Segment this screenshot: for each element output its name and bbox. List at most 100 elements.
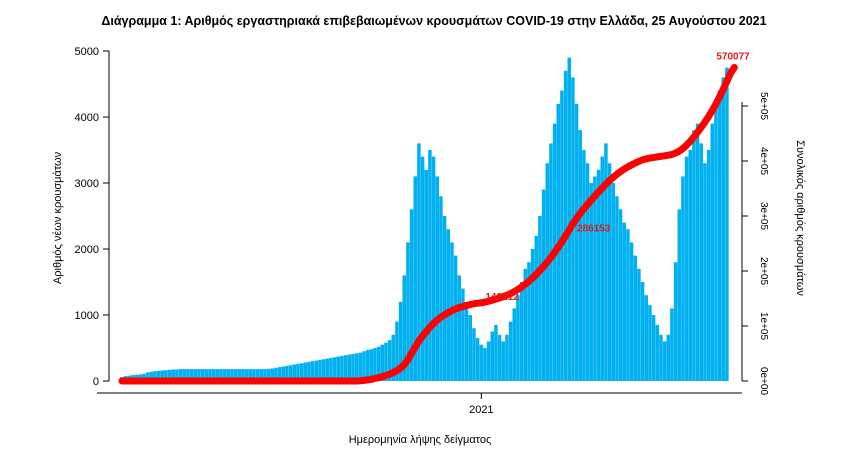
- bar: [633, 255, 637, 381]
- bar: [303, 362, 307, 381]
- bar: [541, 189, 546, 381]
- bar: [373, 348, 377, 381]
- chart-title: Διάγραμμα 1: Αριθμός εργαστηριακά επιβεβ…: [101, 14, 767, 28]
- bar: [259, 369, 263, 381]
- bar: [435, 176, 439, 381]
- bar: [142, 373, 146, 381]
- bar: [167, 369, 172, 381]
- y-axis-label-right: Συνολικός αριθμός κρουσμάτων: [794, 140, 806, 296]
- bar: [574, 103, 579, 382]
- bar: [252, 369, 256, 381]
- bar: [508, 321, 513, 381]
- bar: [149, 371, 153, 381]
- bar: [292, 364, 296, 381]
- bar: [340, 355, 344, 381]
- cumulative-line-series: [118, 63, 738, 385]
- bar: [255, 369, 260, 381]
- bar: [516, 295, 520, 381]
- bar: [589, 183, 593, 381]
- bar: [673, 262, 678, 381]
- bar: [648, 305, 652, 381]
- bar: [717, 90, 722, 381]
- left-tick-label: 4000: [75, 112, 99, 124]
- bar: [618, 209, 623, 381]
- bar: [347, 354, 351, 381]
- bar: [585, 163, 590, 381]
- bar: [519, 282, 524, 381]
- left-tick-label: 0: [93, 376, 99, 388]
- bar: [288, 365, 293, 381]
- bar: [611, 183, 615, 381]
- bar: [699, 143, 703, 381]
- bar: [307, 361, 311, 381]
- left-tick-label: 5000: [75, 46, 99, 58]
- bar: [369, 349, 373, 381]
- bar: [626, 229, 630, 381]
- bar: [505, 334, 509, 381]
- bar: [666, 334, 670, 381]
- bar: [721, 77, 725, 382]
- bar: [226, 369, 230, 381]
- bar: [677, 209, 681, 381]
- bar: [281, 366, 285, 381]
- bar: [358, 352, 362, 381]
- bar: [567, 57, 571, 381]
- bar: [662, 341, 667, 381]
- bar: [607, 163, 612, 381]
- bar: [248, 369, 252, 381]
- bar: [670, 308, 674, 381]
- bar: [237, 369, 241, 381]
- left-tick-label: 1000: [75, 310, 99, 322]
- bar: [512, 308, 516, 381]
- bar: [175, 369, 179, 381]
- bar: [706, 150, 711, 381]
- bar: [204, 369, 208, 381]
- bar: [156, 370, 161, 381]
- bar: [494, 324, 498, 381]
- bar: [244, 369, 249, 381]
- bar: [398, 301, 403, 381]
- bar: [197, 369, 201, 381]
- left-tick-label: 2000: [75, 244, 99, 256]
- bar: [457, 275, 461, 381]
- bar: [446, 229, 450, 381]
- bar: [380, 344, 384, 381]
- bar: [351, 353, 355, 381]
- bar: [688, 150, 692, 381]
- bar: [329, 357, 333, 381]
- y-axis-label-left: Αριθμός νέων κρουσμάτων: [52, 151, 64, 284]
- bar: [538, 216, 542, 381]
- bar: [178, 369, 183, 381]
- right-axis: 0e+00 1e+05 2e+05 3e+05 4e+05 5e+05: [741, 92, 769, 395]
- bar: [343, 355, 348, 381]
- bar: [384, 342, 388, 381]
- bar: [545, 163, 549, 381]
- bar: [193, 369, 197, 381]
- bar: [703, 163, 707, 381]
- bar: [406, 242, 410, 381]
- bar: [596, 169, 601, 381]
- bar: [684, 156, 689, 381]
- bar: [263, 369, 267, 381]
- bar: [442, 216, 447, 381]
- bar: [395, 321, 399, 381]
- bar: [431, 156, 436, 381]
- bar: [285, 365, 289, 381]
- bar: [582, 150, 586, 381]
- bar: [208, 369, 212, 381]
- right-tick-label: 4e+05: [758, 147, 769, 176]
- x-axis-label: Ημερομηνία λήψης δείγματος: [349, 434, 492, 446]
- bar: [182, 369, 186, 381]
- bar: [296, 363, 300, 381]
- right-tick-label: 3e+05: [758, 202, 769, 231]
- bar: [314, 360, 318, 381]
- bar: [376, 346, 381, 381]
- bar: [651, 315, 656, 381]
- bar: [692, 130, 696, 381]
- bar: [420, 156, 425, 381]
- bar: [153, 371, 157, 381]
- bar: [233, 369, 238, 381]
- bar: [501, 341, 505, 381]
- bar: [644, 295, 648, 381]
- bar: [310, 361, 315, 381]
